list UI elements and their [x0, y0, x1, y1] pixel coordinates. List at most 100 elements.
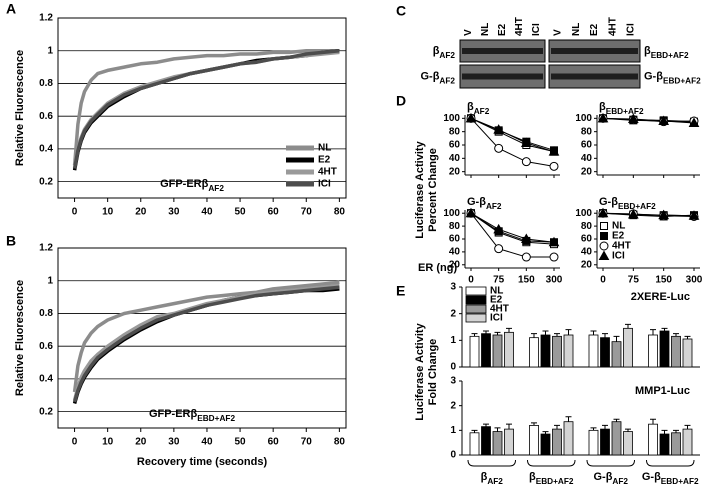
x-tick-label: 75	[628, 275, 640, 286]
marker	[548, 146, 560, 156]
annotation-main: GFP-ERβ	[160, 178, 209, 190]
subplot-title-sub: AF2	[486, 202, 502, 211]
lane-label: ICI	[626, 23, 637, 36]
y-tick-label: 40	[581, 247, 593, 258]
y-tick-label: 80	[581, 126, 593, 137]
marker	[600, 222, 608, 230]
y-tick-label: 0.2	[39, 406, 53, 417]
y-tick-label: 3	[450, 376, 456, 387]
bar	[540, 334, 551, 368]
y-tick-label: 20	[449, 259, 461, 270]
marker	[688, 117, 700, 127]
error-bar	[673, 429, 679, 433]
group-label-sub: AF2	[487, 477, 503, 486]
series-line	[470, 212, 555, 243]
row-label-main: β	[644, 45, 651, 57]
subplot-title: 2XERE-Luc	[631, 291, 690, 303]
panel-label: A	[6, 1, 16, 17]
y-axis-label: Percent Change	[427, 148, 439, 232]
error-bar	[684, 335, 691, 339]
subplot-title-main: β	[599, 101, 606, 113]
series-line	[602, 212, 695, 217]
y-tick-label: 80	[581, 221, 593, 232]
bar	[529, 337, 539, 368]
annotation-sub: EBD+AF2	[197, 414, 235, 423]
marker	[658, 209, 670, 220]
y-tick-label: 100	[443, 113, 460, 124]
error-bar	[613, 418, 620, 422]
y-tick-label: 1	[450, 335, 456, 346]
error-bar	[602, 424, 608, 430]
y-tick-label: 60	[449, 234, 461, 245]
error-bar	[554, 333, 560, 337]
y-tick-label: 40	[449, 247, 461, 258]
bar	[552, 335, 562, 368]
annotation-main: GFP-ERβ	[149, 408, 198, 420]
marker	[493, 124, 505, 134]
marker	[627, 208, 639, 219]
blot-band	[462, 73, 543, 80]
bar	[469, 432, 480, 456]
y-tick-label: 0.6	[39, 111, 53, 122]
row-label: βAF2	[433, 45, 456, 60]
y-tick-label: 0.4	[39, 374, 53, 385]
x-tick-label: 50	[235, 437, 247, 448]
marker	[549, 161, 559, 171]
series-line	[470, 212, 555, 243]
series-line	[602, 117, 695, 124]
row-label-sub: AF2	[439, 51, 455, 60]
panel-label: E	[396, 283, 405, 299]
subplot-title: G-βEBD+AF2	[599, 196, 656, 211]
annotation: GFP-ERβAF2	[160, 178, 224, 193]
y-tick-label: 1	[47, 275, 53, 286]
x-tick-label: 0	[72, 207, 78, 218]
error-bar	[506, 423, 512, 430]
series-line	[470, 117, 555, 153]
subplot-title-sub: AF2	[474, 107, 490, 116]
plot-frame	[57, 247, 347, 429]
annotation-sub: AF2	[208, 184, 224, 193]
lane-label: 4HT	[514, 17, 525, 36]
panel-label: C	[396, 3, 406, 19]
error-bar	[565, 329, 572, 335]
series-line	[72, 48, 340, 166]
marker	[688, 210, 700, 220]
bar	[504, 428, 514, 456]
bar	[600, 337, 610, 368]
lane-label: E2	[589, 23, 600, 36]
bar	[563, 334, 574, 368]
marker	[599, 241, 609, 251]
bar	[588, 429, 599, 456]
x-tick-label: 80	[334, 437, 346, 448]
subplot-title: G-βAF2	[467, 196, 502, 211]
row-label-main: G-β	[644, 70, 663, 82]
error-bar	[483, 330, 489, 334]
y-tick-label: 1	[47, 45, 53, 56]
marker	[597, 207, 609, 218]
y-tick-label: 20	[581, 259, 593, 270]
y-tick-label: 80	[449, 126, 461, 137]
group-label-sub: EBD+AF2	[536, 477, 574, 486]
legend-swatch	[465, 295, 487, 305]
legend-label: ICI	[318, 179, 331, 190]
marker	[465, 207, 477, 218]
y-tick-label: 0.2	[39, 176, 53, 187]
row-label: G-βEBD+AF2	[644, 70, 701, 85]
x-tick-label: 0	[72, 437, 78, 448]
legend-swatch	[465, 313, 487, 323]
legend-label: 4HT	[612, 241, 631, 252]
error-bar	[625, 323, 631, 329]
group-bracket	[586, 459, 635, 467]
x-tick-label: 0	[600, 275, 606, 286]
y-tick-label: 100	[443, 208, 460, 219]
x-tick-label: 20	[135, 207, 147, 218]
marker	[521, 157, 531, 167]
marker	[600, 232, 608, 240]
error-bar	[542, 431, 549, 435]
group-label-main: β	[529, 471, 536, 483]
row-label-sub: EBD+AF2	[651, 51, 689, 60]
marker	[494, 244, 504, 254]
legend-swatch	[465, 304, 487, 314]
